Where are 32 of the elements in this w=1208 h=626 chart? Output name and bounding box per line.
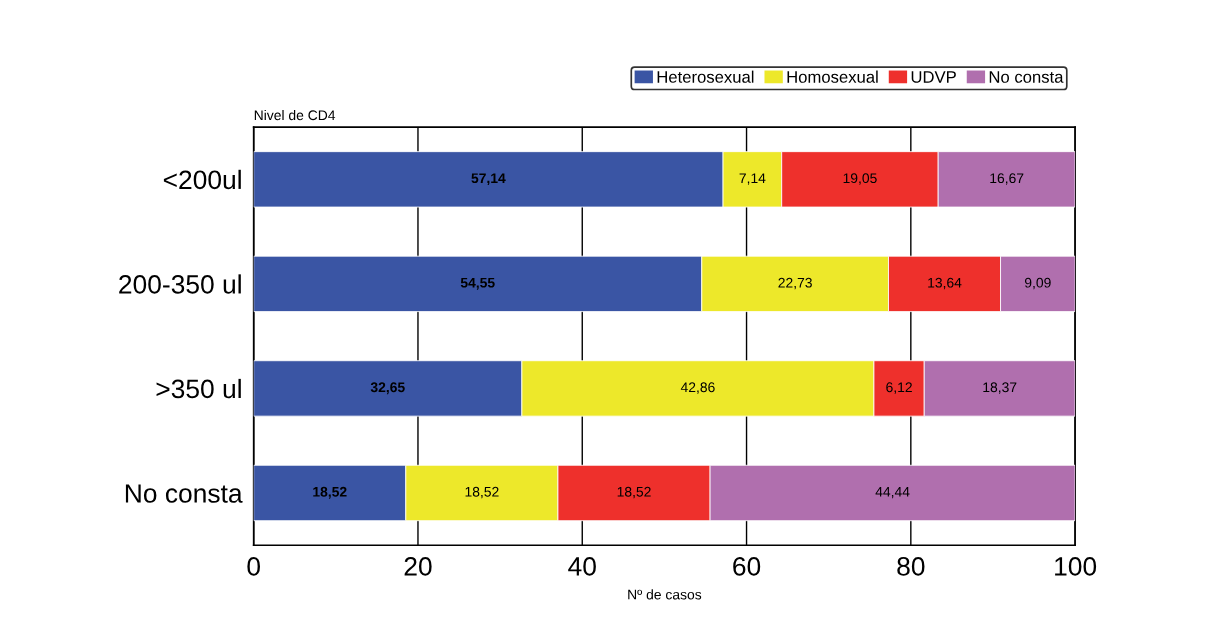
y-tick-label: <200ul bbox=[163, 169, 241, 190]
data-label: 42,86 bbox=[680, 382, 715, 394]
data-label: 22,73 bbox=[778, 277, 812, 290]
x-tick-label: 80 bbox=[897, 557, 925, 576]
x-tick-label: 0 bbox=[247, 557, 260, 576]
data-label: 18,37 bbox=[983, 382, 1017, 394]
data-label: 18,52 bbox=[617, 486, 651, 499]
data-label: 18,52 bbox=[465, 486, 499, 499]
legend-label: Homosexual bbox=[787, 70, 878, 83]
y-axis-title: Nivel de CD4 bbox=[254, 109, 336, 121]
data-label: 6,12 bbox=[886, 382, 912, 394]
legend-label: UDVP bbox=[911, 71, 956, 83]
data-label: 18,52 bbox=[313, 486, 347, 499]
x-tick-label: 20 bbox=[404, 557, 432, 576]
y-tick-label: >350 ul bbox=[156, 378, 241, 399]
legend-label: No consta bbox=[989, 71, 1064, 83]
data-label: 13,64 bbox=[928, 277, 962, 290]
data-label: 7,14 bbox=[739, 173, 766, 185]
x-tick-label: 100 bbox=[1055, 557, 1097, 576]
data-label: 16,67 bbox=[990, 173, 1024, 185]
data-label: 57,14 bbox=[471, 173, 506, 186]
data-label: 19,05 bbox=[843, 173, 877, 185]
legend-label: Heterosexual bbox=[657, 70, 754, 83]
y-tick-label: No consta bbox=[125, 484, 243, 503]
data-label: 54,55 bbox=[460, 277, 495, 290]
x-tick-label: 40 bbox=[568, 557, 596, 576]
data-label: 9,09 bbox=[1024, 277, 1051, 290]
x-tick-label: 60 bbox=[733, 557, 761, 576]
data-label: 32,65 bbox=[370, 382, 405, 395]
x-axis-title: Nº de casos bbox=[628, 589, 702, 600]
y-tick-label: 200-350 ul bbox=[119, 274, 241, 294]
data-label: 44,44 bbox=[875, 487, 910, 499]
